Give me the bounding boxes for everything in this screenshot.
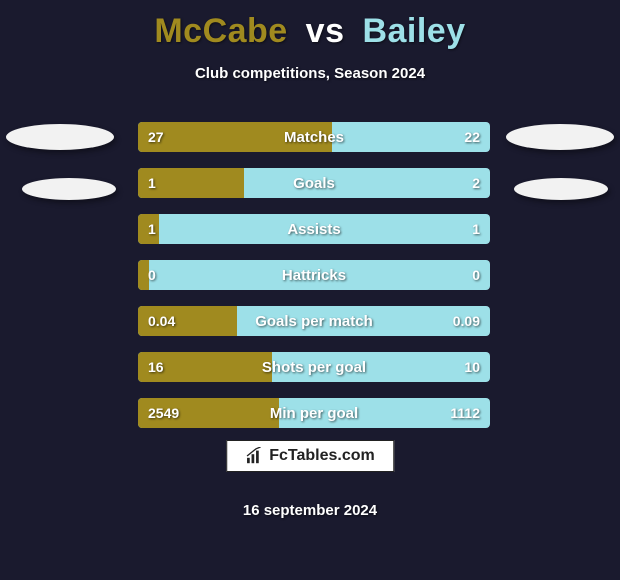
stat-label: Assists <box>138 214 490 244</box>
player1-name: McCabe <box>154 12 287 50</box>
stat-row: 2722Matches <box>138 122 490 152</box>
avatar-placeholder-right-1 <box>506 124 614 150</box>
stat-row: 0.040.09Goals per match <box>138 306 490 336</box>
player2-name: Bailey <box>362 12 465 50</box>
stat-label: Goals <box>138 168 490 198</box>
stat-label: Shots per goal <box>138 352 490 382</box>
comparison-title: McCabe vs Bailey <box>0 0 620 51</box>
stats-bars: 2722Matches 12Goals 11Assists 00Hattricks 0.… <box>138 122 490 444</box>
stat-row: 11Assists <box>138 214 490 244</box>
vs-text: vs <box>306 12 345 50</box>
avatar-placeholder-left-1 <box>6 124 114 150</box>
stat-row: 00Hattricks <box>138 260 490 290</box>
date-text: 16 september 2024 <box>0 502 620 519</box>
stat-label: Goals per match <box>138 306 490 336</box>
stat-label: Matches <box>138 122 490 152</box>
brand-label: FcTables.com <box>269 447 375 465</box>
stat-row: 25491112Min per goal <box>138 398 490 428</box>
chart-icon <box>245 447 263 465</box>
stat-row: 12Goals <box>138 168 490 198</box>
avatar-placeholder-left-2 <box>22 178 116 200</box>
avatar-placeholder-right-2 <box>514 178 608 200</box>
brand-badge: FcTables.com <box>226 440 394 472</box>
stat-label: Min per goal <box>138 398 490 428</box>
stat-label: Hattricks <box>138 260 490 290</box>
subtitle: Club competitions, Season 2024 <box>0 65 620 82</box>
stat-row: 1610Shots per goal <box>138 352 490 382</box>
